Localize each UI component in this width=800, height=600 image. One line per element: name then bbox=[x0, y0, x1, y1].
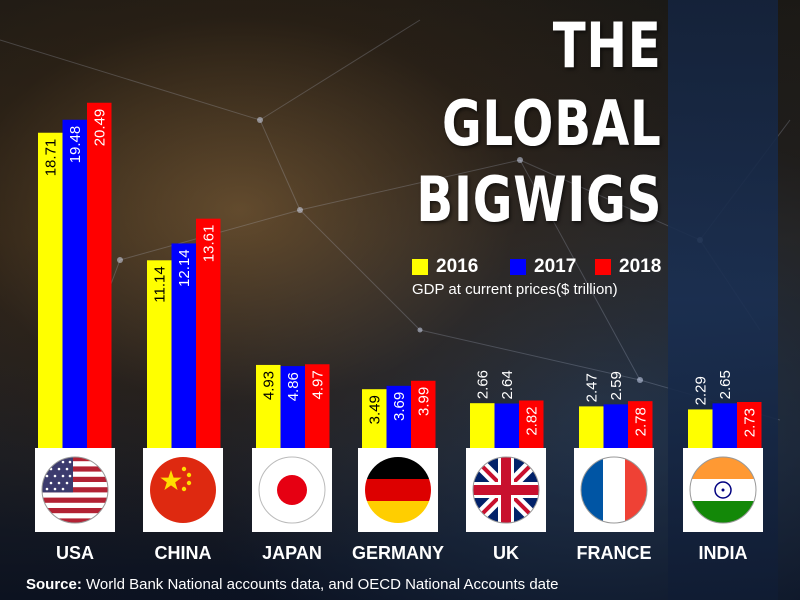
value-label-france-2016: 2.47 bbox=[583, 373, 600, 402]
germany-flag-icon bbox=[365, 457, 431, 523]
legend-item-2017: 2017 bbox=[510, 256, 576, 278]
value-label-germany-2018: 3.99 bbox=[415, 387, 432, 416]
bar-germany-2017 bbox=[386, 385, 411, 448]
legend-swatch-2016 bbox=[412, 259, 428, 275]
country-label-germany: GERMANY bbox=[351, 543, 444, 563]
country-label-japan: JAPAN bbox=[262, 543, 322, 563]
legend-item-2016: 2016 bbox=[412, 256, 478, 278]
value-label-france-2018: 2.78 bbox=[632, 407, 649, 436]
bar-uk-2016 bbox=[470, 403, 495, 448]
legend-swatch-2017 bbox=[510, 259, 526, 275]
value-label-japan-2017: 4.86 bbox=[285, 372, 302, 401]
bar-china-2018 bbox=[196, 218, 221, 448]
value-label-germany-2017: 3.69 bbox=[391, 392, 408, 421]
flag-tile-germany bbox=[358, 448, 438, 532]
japan-flag-icon bbox=[258, 456, 326, 524]
value-label-japan-2018: 4.97 bbox=[309, 370, 326, 399]
flag-tile-france bbox=[574, 448, 654, 532]
legend-item-2018: 2018 bbox=[595, 256, 661, 278]
bar-usa-2017 bbox=[62, 119, 87, 449]
country-label-usa: USA bbox=[55, 543, 94, 563]
country-label-china: CHINA bbox=[154, 543, 212, 563]
value-label-usa-2018: 20.49 bbox=[91, 109, 108, 147]
flag-tile-usa bbox=[35, 448, 115, 532]
bar-uk-2017 bbox=[494, 403, 519, 448]
bar-china-2017 bbox=[171, 243, 196, 448]
title-line-3: BIGWIGS bbox=[416, 163, 662, 236]
bar-usa-2016 bbox=[38, 132, 63, 448]
title-line-2: GLOBAL bbox=[442, 87, 662, 160]
country-label-india: INDIA bbox=[698, 543, 748, 563]
value-label-usa-2017: 19.48 bbox=[67, 126, 84, 164]
bar-usa-2018 bbox=[87, 102, 112, 448]
value-label-china-2018: 13.61 bbox=[200, 225, 217, 263]
country-label-uk: UK bbox=[493, 543, 519, 563]
legend-swatch-2018 bbox=[595, 259, 611, 275]
source-label: Source: bbox=[26, 576, 82, 593]
chart-subtitle: GDP at current prices($ trillion) bbox=[412, 281, 618, 298]
india-flag-icon bbox=[689, 456, 757, 524]
bar-india-2017 bbox=[712, 403, 737, 448]
bar-france-2018 bbox=[628, 401, 653, 448]
legend-label-2016: 2016 bbox=[436, 256, 479, 277]
value-label-france-2017: 2.59 bbox=[608, 371, 625, 400]
source-note: Source: World Bank National accounts dat… bbox=[26, 576, 559, 593]
legend-label-2017: 2017 bbox=[534, 256, 577, 277]
value-label-uk-2018: 2.82 bbox=[523, 406, 540, 435]
value-label-uk-2016: 2.66 bbox=[474, 370, 491, 399]
uk-flag-icon bbox=[472, 456, 540, 524]
bar-france-2017 bbox=[603, 404, 628, 448]
china-flag-icon bbox=[150, 457, 216, 523]
value-label-uk-2017: 2.64 bbox=[499, 370, 516, 399]
country-label-france: FRANCE bbox=[576, 543, 652, 563]
flag-tile-india bbox=[683, 448, 763, 532]
bar-china-2016 bbox=[147, 260, 172, 448]
bar-france-2016 bbox=[579, 406, 604, 448]
legend-label-2018: 2018 bbox=[619, 256, 662, 277]
bar-germany-2016 bbox=[362, 389, 387, 448]
bar-japan-2016 bbox=[256, 364, 281, 448]
flag-tile-china bbox=[143, 448, 223, 532]
source-text: World Bank National accounts data, and O… bbox=[81, 576, 559, 593]
flag-tile-japan bbox=[252, 448, 332, 532]
value-label-usa-2016: 18.71 bbox=[42, 139, 59, 177]
value-label-india-2017: 2.65 bbox=[717, 370, 734, 399]
bar-japan-2017 bbox=[280, 366, 305, 448]
value-label-germany-2016: 3.49 bbox=[366, 395, 383, 424]
value-label-china-2016: 11.14 bbox=[151, 266, 168, 302]
value-label-india-2018: 2.73 bbox=[741, 408, 758, 437]
value-label-india-2016: 2.29 bbox=[692, 376, 709, 405]
usa-flag-icon bbox=[41, 456, 109, 524]
france-flag-icon bbox=[580, 456, 648, 524]
bar-uk-2018 bbox=[519, 400, 544, 448]
flag-tile-uk bbox=[466, 448, 546, 532]
bar-germany-2018 bbox=[411, 380, 436, 448]
bar-india-2016 bbox=[688, 409, 713, 448]
bar-japan-2018 bbox=[305, 364, 330, 448]
bar-india-2018 bbox=[737, 401, 762, 448]
title-line-1: THE bbox=[553, 9, 662, 82]
value-label-china-2017: 12.14 bbox=[176, 249, 193, 287]
value-label-japan-2016: 4.93 bbox=[260, 371, 277, 400]
